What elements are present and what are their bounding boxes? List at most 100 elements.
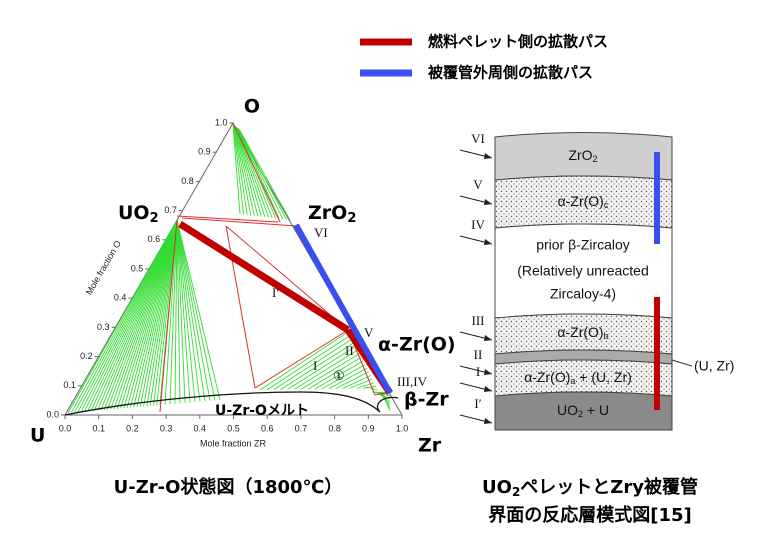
legend-label: 燃料ペレット側の拡散パス bbox=[428, 33, 608, 51]
label-text: + U bbox=[583, 402, 609, 418]
tie-line bbox=[84, 219, 178, 412]
corner-label: UO2 bbox=[118, 202, 159, 226]
caption: U-Zr-O状態図（1800℃） bbox=[114, 476, 343, 498]
corner-label: Zr bbox=[418, 435, 442, 457]
tie-line bbox=[233, 125, 252, 216]
tie-line bbox=[74, 219, 178, 413]
tie-line bbox=[67, 219, 178, 414]
label-text: α-Zr(O) bbox=[524, 369, 570, 385]
tie-line bbox=[237, 128, 284, 220]
label-sub: c bbox=[604, 200, 609, 210]
layer-label: α-Zr(O)a + (U, Zr) bbox=[524, 369, 632, 387]
corner-label: α-Zr(O) bbox=[378, 334, 456, 356]
tie-line bbox=[136, 219, 178, 408]
marker-arrowhead bbox=[484, 386, 492, 392]
region-label: II bbox=[345, 343, 354, 358]
tie-line bbox=[143, 219, 178, 407]
ternary-diagram: O UO2 ZrO2 α-Zr(O) β-Zr U Zr VI I′ V II … bbox=[30, 96, 456, 457]
y-tick-label: 1.0 bbox=[215, 117, 228, 127]
layer-marker: I bbox=[476, 364, 480, 379]
layer-label: α-Zr(O)b bbox=[557, 324, 608, 342]
tie-line bbox=[103, 219, 178, 411]
tie-line bbox=[176, 219, 181, 404]
corner-label: ZrO2 bbox=[308, 202, 356, 226]
label-sub: 2 bbox=[150, 211, 159, 226]
tie-line bbox=[232, 124, 241, 215]
caption: UO2ペレットとZry被覆管 bbox=[482, 476, 698, 499]
x-tick-label: 0.2 bbox=[126, 423, 139, 433]
tie-line bbox=[176, 219, 206, 402]
y-tick-label: 0.3 bbox=[97, 322, 110, 332]
layer-label: ZrO2 bbox=[568, 147, 597, 165]
layer-marker: IV bbox=[471, 217, 485, 232]
tie-line bbox=[307, 356, 362, 390]
label-text: + (U, Zr) bbox=[575, 369, 631, 385]
tie-line bbox=[176, 219, 221, 401]
tie-line bbox=[234, 126, 259, 217]
y-tick-label: 0.0 bbox=[46, 409, 59, 419]
tie-line bbox=[232, 125, 245, 215]
region-label: I bbox=[313, 358, 317, 373]
layer-marker: III bbox=[472, 313, 485, 328]
tie-line bbox=[120, 219, 178, 409]
tie-line bbox=[233, 125, 248, 215]
x-tick-label: 0.7 bbox=[295, 423, 308, 433]
tie-line bbox=[238, 128, 287, 220]
region-label: ① bbox=[333, 368, 345, 383]
tie-line bbox=[235, 126, 262, 217]
region-label: V bbox=[364, 325, 374, 340]
tie-line bbox=[169, 219, 178, 405]
tie-line bbox=[301, 353, 360, 390]
x-tick-label: 0.9 bbox=[362, 423, 375, 433]
y-tick-label: 0.4 bbox=[114, 293, 127, 303]
tie-line bbox=[335, 371, 369, 390]
tie-line bbox=[123, 219, 178, 409]
caption-text: UO bbox=[482, 477, 512, 498]
layer-label: (Relatively unreacted bbox=[517, 263, 649, 279]
label-sub: 2 bbox=[593, 154, 598, 164]
axis-title: Mole fraction ZR bbox=[200, 438, 267, 448]
marker-arrowhead bbox=[484, 153, 492, 159]
tie-line bbox=[116, 219, 178, 409]
layer-schematic: ZrO2 α-Zr(O)c prior β-Zircaloy (Relative… bbox=[459, 131, 734, 431]
tie-line bbox=[110, 219, 178, 410]
y-tick-label: 0.7 bbox=[164, 205, 177, 215]
tie-line bbox=[77, 219, 178, 413]
tie-line bbox=[294, 349, 358, 390]
marker-arrowhead bbox=[484, 369, 492, 375]
corner-label: O bbox=[244, 96, 260, 118]
label-text: UO bbox=[557, 402, 578, 418]
tie-line bbox=[100, 219, 178, 411]
y-tick-label: 0.8 bbox=[181, 176, 194, 186]
tie-line bbox=[259, 331, 349, 391]
layer-label: Zircaloy-4) bbox=[550, 286, 616, 302]
tie-line bbox=[342, 375, 371, 389]
label-text: α-Zr(O) bbox=[557, 324, 603, 340]
layer-marker: VI bbox=[471, 131, 485, 146]
tie-line bbox=[273, 338, 352, 391]
marker-arrowhead bbox=[484, 199, 492, 205]
layer-marker: I′ bbox=[474, 396, 481, 411]
tie-line bbox=[80, 219, 178, 413]
tie-line bbox=[235, 126, 266, 218]
tie-line bbox=[133, 219, 178, 408]
y-tick-label: 0.6 bbox=[148, 234, 161, 244]
tie-line bbox=[107, 219, 178, 410]
tie-line bbox=[369, 387, 379, 391]
tie-line bbox=[234, 126, 255, 216]
tie-line bbox=[363, 385, 377, 389]
tie-line bbox=[176, 219, 191, 403]
tie-line bbox=[129, 219, 178, 408]
x-tick-label: 0.0 bbox=[59, 423, 72, 433]
tie-line bbox=[97, 219, 178, 411]
marker-arrowhead bbox=[484, 335, 492, 341]
x-tick-label: 0.8 bbox=[328, 423, 341, 433]
layer-label: (U, Zr) bbox=[694, 358, 734, 374]
layer-label: prior β-Zircaloy bbox=[536, 237, 630, 253]
marker-arrowhead bbox=[484, 418, 492, 424]
label-sub: b bbox=[604, 331, 609, 341]
tie-line bbox=[238, 128, 291, 221]
axis-title: Mole fraction O bbox=[84, 239, 123, 297]
layer-label: α-Zr(O)c bbox=[558, 193, 609, 211]
layer-marker: II bbox=[474, 347, 483, 362]
